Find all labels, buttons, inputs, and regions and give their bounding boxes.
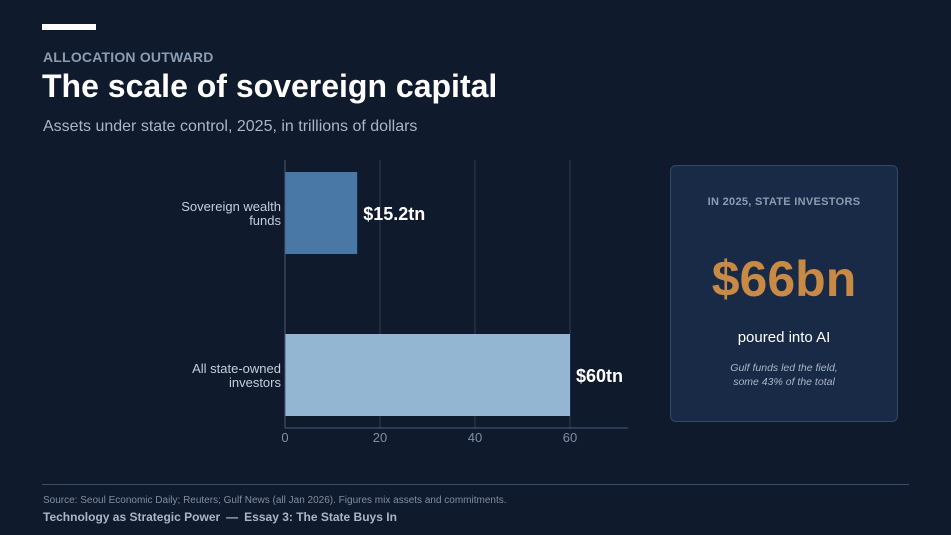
bar-value-label: $60tn [576, 366, 623, 386]
page-title: The scale of sovereign capital [42, 68, 498, 104]
footer-divider [42, 484, 909, 485]
series-footer: Technology as Strategic Power — Essay 3: T… [43, 510, 397, 524]
bar [285, 172, 358, 254]
x-tick-label: 40 [468, 430, 482, 445]
category-label: investors [229, 375, 282, 390]
source-note: Source: Seoul Economic Daily; Reuters; G… [43, 495, 507, 506]
bar-value-label: $15.2tn [363, 204, 425, 224]
section-kicker: ALLOCATION OUTWARD [43, 49, 214, 65]
category-label: Sovereign wealth [181, 199, 281, 214]
callout-big-number: $66bn [711, 251, 857, 307]
footer-separator: — [226, 510, 239, 524]
series-title: Technology as Strategic Power [43, 510, 221, 524]
callout-kicker: IN 2025, STATE INVESTORS [707, 196, 861, 208]
callout-caption: poured into AI [737, 329, 831, 346]
category-label: funds [249, 213, 281, 228]
essay-title: Essay 3: The State Buys In [244, 510, 397, 524]
category-label: All state-owned [192, 361, 281, 376]
callout-card: IN 2025, STATE INVESTORS $66bn poured in… [670, 165, 898, 422]
x-tick-label: 20 [373, 430, 387, 445]
accent-bar [42, 24, 96, 30]
callout-note-line: some 43% of the total [733, 376, 835, 388]
x-tick-label: 0 [281, 430, 288, 445]
x-tick-label: 60 [563, 430, 577, 445]
page-subtitle: Assets under state control, 2025, in tri… [43, 118, 418, 135]
bar [285, 334, 570, 416]
callout-note: Gulf funds led the field, some 43% of th… [691, 361, 877, 389]
callout-note-line: Gulf funds led the field, [730, 362, 838, 374]
